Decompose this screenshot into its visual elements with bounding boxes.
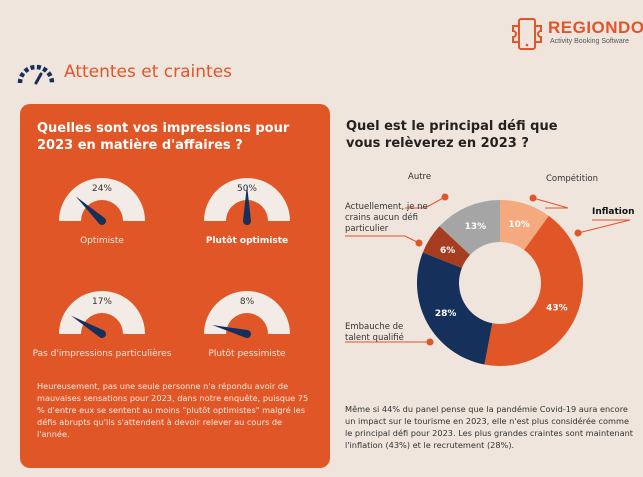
donut-label: Embauche de talent qualifié [345,322,404,343]
donut-value: 10% [508,220,530,230]
donut-label: Actuellement, je ne crains aucun défi pa… [345,202,428,234]
section-title: Attentes et craintes [64,62,233,82]
gauge-arc [59,178,145,221]
donut-value: 28% [435,309,457,319]
leader-dot [529,194,537,202]
challenge-donut-chart: 10% 43% 28% 6% 13% [345,193,631,366]
leader-dot [441,193,449,201]
phone-ticket-icon [512,18,542,50]
leader-dot [426,338,434,346]
impressions-note: Heureusement, pas une seule personne n'a… [37,381,309,439]
gauge-label: Pas d'impressions particulières [32,349,172,359]
donut-slice [500,200,549,250]
donut-slice [417,252,493,365]
gauge-label: Optimiste [80,236,124,246]
donut-slice [484,215,583,366]
gauge-value: 8% [240,297,255,307]
challenge-question: Quel est le principal défi que vous relè… [346,119,558,151]
impressions-panel: Quelles sont vos impressions pour 2023 e… [20,104,330,468]
gauges-chart: 24%50%17%8% [59,178,290,339]
donut-value: 6% [440,246,455,256]
leader-line [345,235,420,244]
regiondo-logo: REGIONDO Activity Booking Software [510,16,643,52]
leader-line [577,219,631,234]
gauge-label: Plutôt pessimiste [208,349,286,359]
donut-label: Inflation [592,207,635,217]
leader-line [405,196,446,209]
gauge-label: Plutôt optimiste [205,236,289,246]
donut-label: Compétition [546,174,599,184]
gauge-needle [71,315,107,339]
donut-slice [422,226,471,268]
leader-dot [415,239,423,247]
gauge-arc [204,291,290,334]
leader-dot [574,229,582,237]
donut-slice [439,200,500,255]
gauge-value: 24% [92,184,112,194]
gauge-needle [75,196,107,225]
gauge-needle [243,185,251,225]
donut-value: 13% [465,222,487,232]
challenge-note: Même si 44% du panel pense que la pandém… [345,404,633,450]
donut-label: Autre [408,172,432,182]
leader-line [532,197,569,209]
gauge-arc [59,291,145,334]
donut-value: 43% [546,304,568,314]
gauge-needle [212,325,252,339]
impressions-question: Quelles sont vos impressions pour 2023 e… [37,121,290,153]
gauge-value: 17% [92,297,112,307]
speedometer-icon [17,64,55,85]
